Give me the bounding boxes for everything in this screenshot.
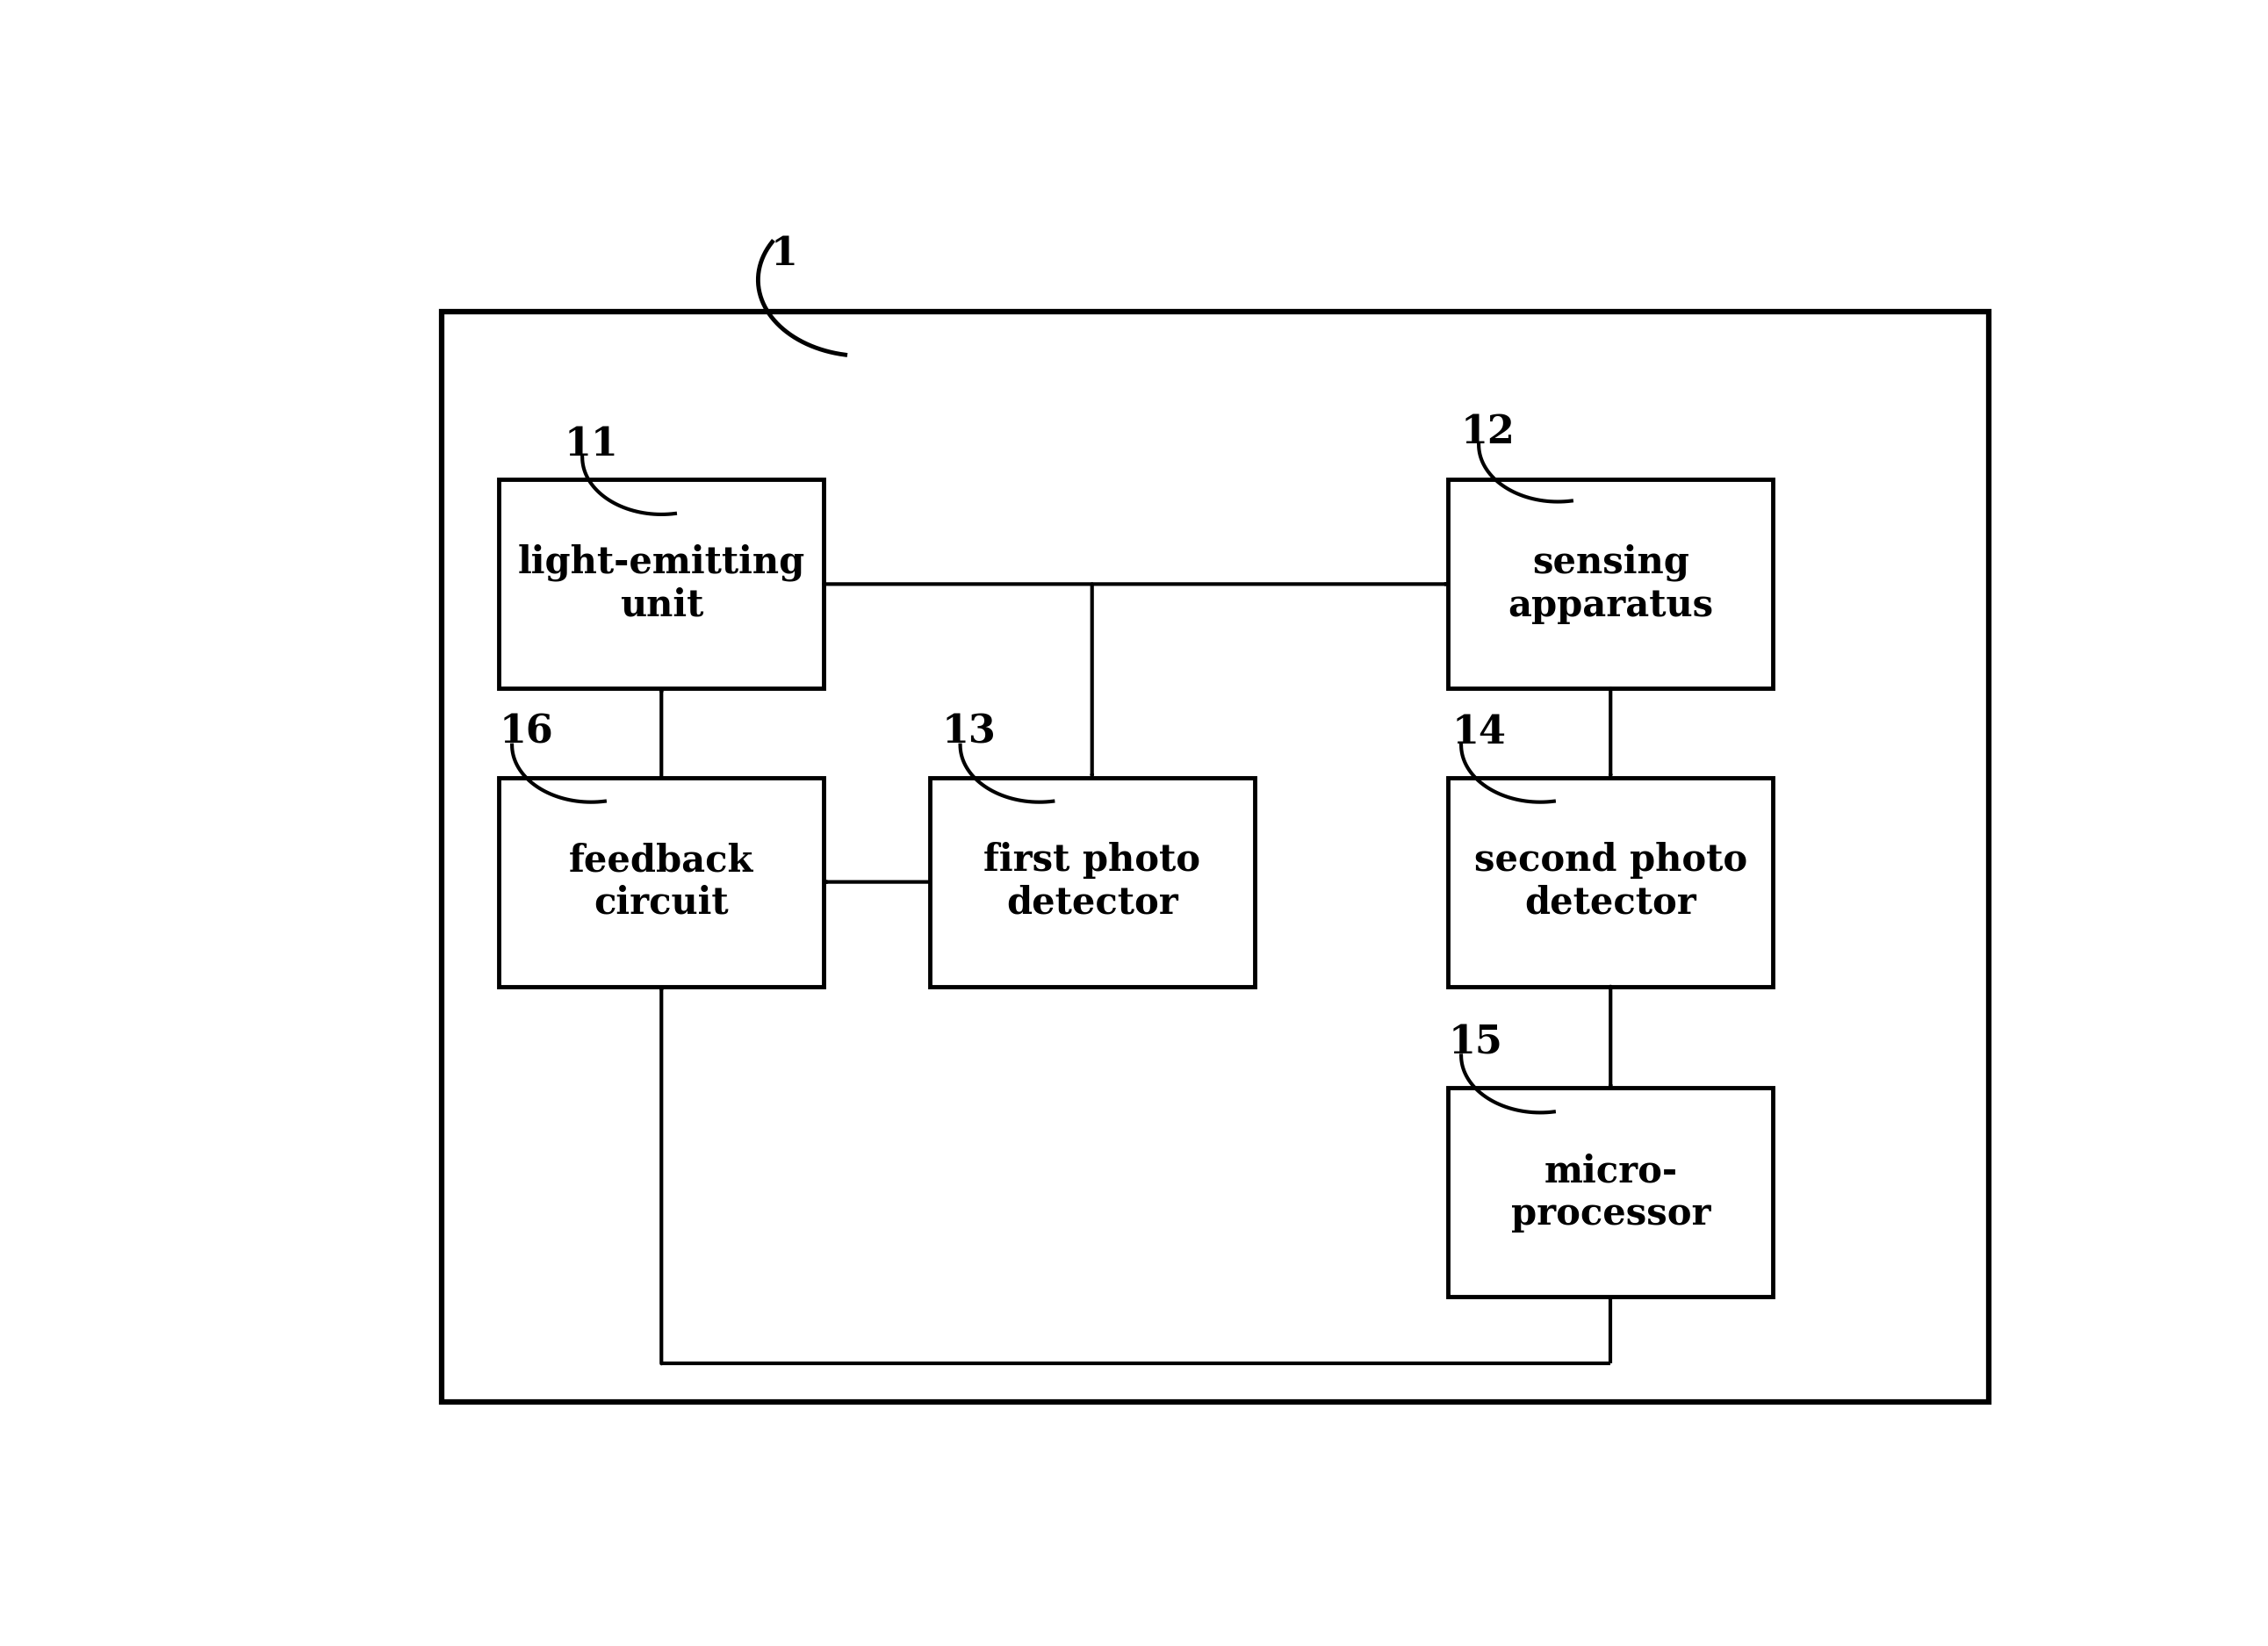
Text: 12: 12 xyxy=(1461,413,1515,451)
Text: 15: 15 xyxy=(1447,1024,1501,1062)
Text: 13: 13 xyxy=(941,713,996,751)
Text: light-emitting
unit: light-emitting unit xyxy=(517,545,805,624)
Bar xyxy=(499,777,823,986)
Text: sensing
apparatus: sensing apparatus xyxy=(1508,545,1712,624)
Text: 11: 11 xyxy=(565,426,619,464)
Text: feedback
circuit: feedback circuit xyxy=(569,843,753,922)
Bar xyxy=(930,777,1254,986)
Bar xyxy=(1447,479,1774,688)
Bar xyxy=(499,479,823,688)
Bar xyxy=(1447,777,1774,986)
Bar xyxy=(1447,1088,1774,1297)
Text: 1: 1 xyxy=(771,235,798,273)
Text: first photo
detector: first photo detector xyxy=(984,843,1200,922)
Text: micro-
processor: micro- processor xyxy=(1510,1152,1710,1233)
Text: second photo
detector: second photo detector xyxy=(1474,843,1746,922)
Text: 14: 14 xyxy=(1452,713,1506,751)
Text: 16: 16 xyxy=(499,713,553,751)
